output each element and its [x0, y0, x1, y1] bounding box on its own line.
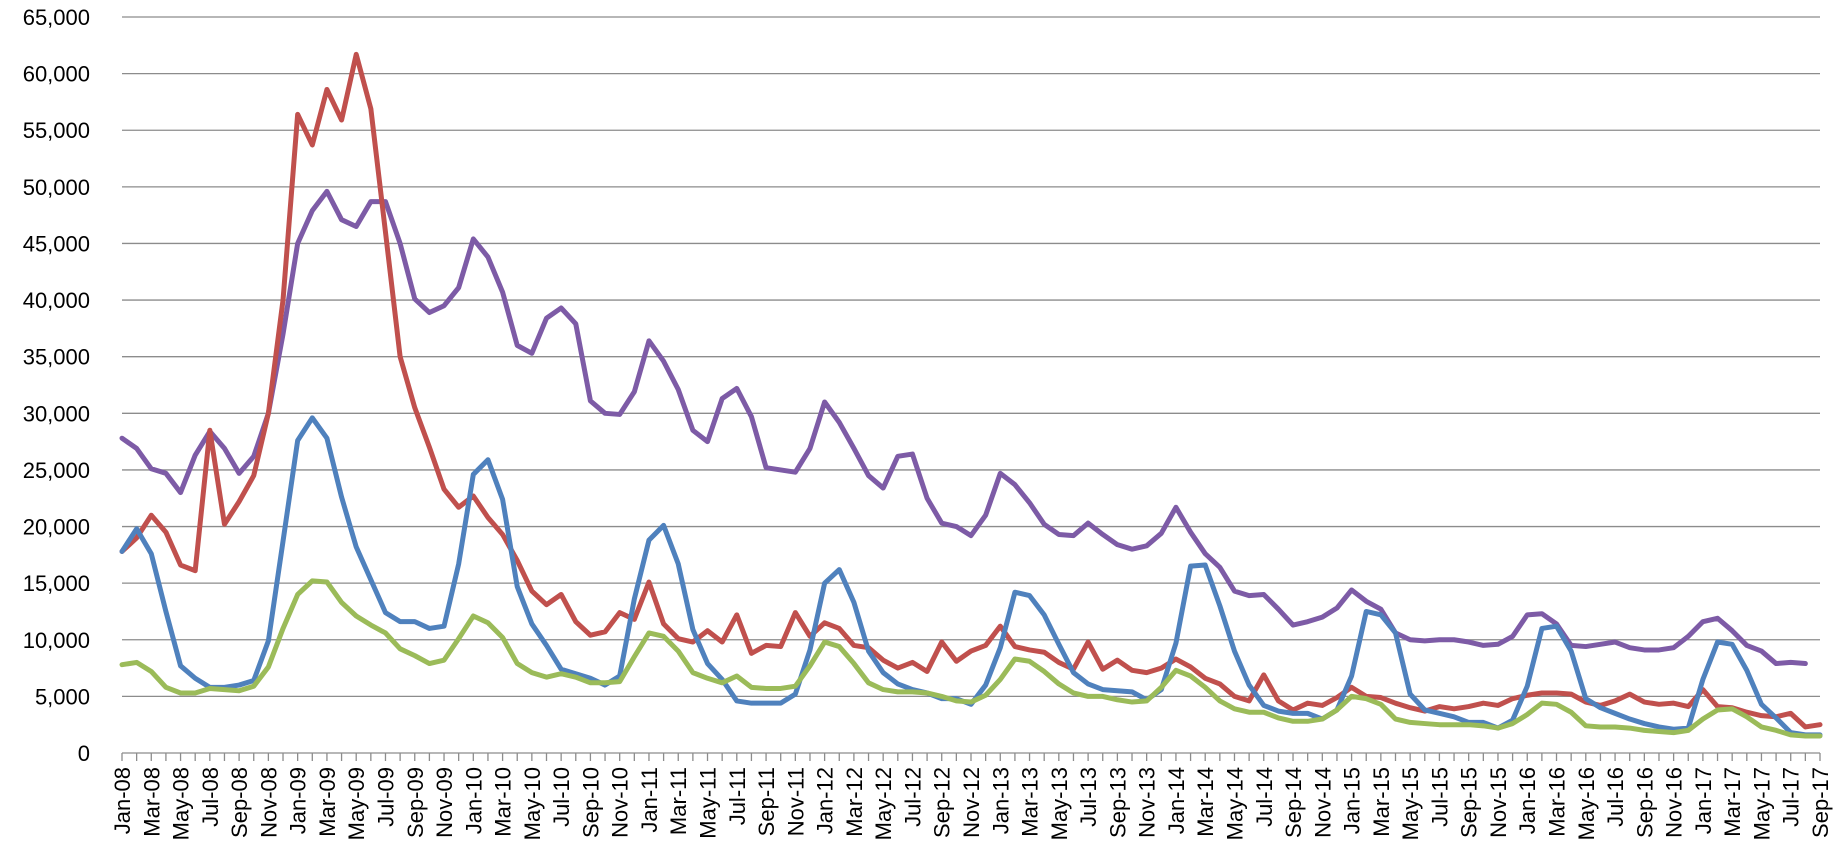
x-tick-label: Jan-11 — [637, 767, 662, 833]
x-tick-label: Sep-16 — [1632, 767, 1657, 838]
y-tick-label: 40,000 — [23, 288, 90, 313]
y-tick-label: 35,000 — [23, 345, 90, 370]
x-tick-label: May-11 — [696, 767, 721, 839]
x-tick-label: May-12 — [871, 767, 896, 840]
x-tick-label: Jul-16 — [1603, 767, 1628, 827]
x-tick-label: Jan-17 — [1691, 767, 1716, 834]
x-tick-label: May-16 — [1574, 767, 1599, 840]
x-tick-label: Sep-14 — [1281, 767, 1306, 838]
x-tick-label: Nov-16 — [1662, 767, 1687, 838]
gridlines — [121, 16, 1821, 761]
x-tick-label: Mar-12 — [842, 767, 867, 837]
x-tick-label: Jan-14 — [1164, 767, 1189, 834]
x-tick-label: Nov-09 — [432, 767, 457, 838]
y-tick-label: 60,000 — [23, 62, 90, 87]
x-tick-label: Sep-15 — [1457, 767, 1482, 838]
x-tick-label: Jan-08 — [110, 767, 135, 834]
x-tick-label: May-14 — [1222, 767, 1247, 840]
x-tick-label: Mar-16 — [1545, 767, 1570, 837]
series-lines — [119, 51, 1823, 739]
x-tick-label: Mar-17 — [1720, 767, 1745, 837]
x-tick-label: Sep-08 — [227, 767, 252, 838]
x-tick-label: Mar-09 — [315, 767, 340, 837]
y-tick-label: 0 — [78, 741, 90, 766]
x-tick-label: May-17 — [1749, 767, 1774, 840]
x-tick-label: Mar-10 — [491, 767, 516, 837]
series-line-1 — [119, 188, 1808, 667]
x-tick-label: Mar-15 — [1369, 767, 1394, 837]
x-tick-label: Mar-13 — [1018, 767, 1043, 837]
y-tick-label: 65,000 — [23, 5, 90, 30]
y-axis-tick-labels: 0 5,000 10,000 15,000 20,000 25,000 30,000 35,0… — [23, 5, 90, 766]
x-tick-label: Jul-13 — [1076, 767, 1101, 827]
y-tick-label: 50,000 — [23, 175, 90, 200]
x-tick-label: Sep-17 — [1808, 767, 1833, 838]
x-tick-label: Nov-12 — [959, 767, 984, 838]
y-tick-label: 5,000 — [35, 684, 90, 709]
x-tick-label: Jan-12 — [813, 767, 838, 834]
series-line-4 — [119, 578, 1823, 739]
x-tick-label: Jul-12 — [900, 767, 925, 827]
x-axis-tick-labels: Jan-08 Mar-08 May-08 Jul-08 Sep-08 Nov-08 Jan-… — [110, 767, 1833, 840]
x-tick-label: Mar-08 — [139, 767, 164, 837]
series-line-3 — [119, 415, 1823, 738]
y-tick-label: 15,000 — [23, 571, 90, 596]
x-tick-label: Jul-11 — [725, 767, 750, 825]
x-tick-label: Sep-10 — [578, 767, 603, 838]
x-tick-label: Nov-10 — [608, 767, 633, 838]
y-tick-label: 30,000 — [23, 401, 90, 426]
x-tick-label: Jul-09 — [373, 767, 398, 827]
x-tick-label: Jan-10 — [461, 767, 486, 834]
x-tick-label: Jul-14 — [1252, 767, 1277, 827]
x-tick-label: Nov-13 — [1135, 767, 1160, 838]
x-tick-label: Jan-15 — [1340, 767, 1365, 834]
x-tick-label: Jul-08 — [198, 767, 223, 827]
x-tick-label: Nov-11 — [783, 767, 808, 836]
x-tick-label: Nov-14 — [1310, 767, 1335, 838]
series-line-2 — [119, 51, 1823, 730]
y-tick-label: 45,000 — [23, 231, 90, 256]
x-tick-label: Sep-09 — [403, 767, 428, 838]
x-tick-label: May-09 — [344, 767, 369, 840]
x-tick-label: Nov-08 — [256, 767, 281, 838]
x-tick-label: Jan-13 — [988, 767, 1013, 834]
x-tick-label: May-10 — [520, 767, 545, 840]
x-tick-label: May-15 — [1398, 767, 1423, 840]
x-tick-label: May-13 — [1047, 767, 1072, 840]
x-tick-label: Jan-16 — [1515, 767, 1540, 834]
x-tick-label: Sep-12 — [930, 767, 955, 838]
y-tick-label: 25,000 — [23, 458, 90, 483]
x-tick-label: Nov-15 — [1486, 767, 1511, 838]
y-tick-label: 55,000 — [23, 118, 90, 143]
x-tick-label: Sep-13 — [1105, 767, 1130, 838]
x-tick-label: Jul-17 — [1779, 767, 1804, 827]
x-tick-label: Jul-10 — [549, 767, 574, 827]
y-tick-label: 10,000 — [23, 628, 90, 653]
x-tick-label: Jul-15 — [1427, 767, 1452, 827]
x-tick-label: Mar-14 — [1193, 767, 1218, 837]
y-tick-label: 20,000 — [23, 515, 90, 540]
x-tick-label: Jan-09 — [286, 767, 311, 834]
x-tick-label: Sep-11 — [754, 767, 779, 836]
x-tick-label: May-08 — [169, 767, 194, 840]
x-tick-label: Mar-11 — [666, 767, 691, 835]
